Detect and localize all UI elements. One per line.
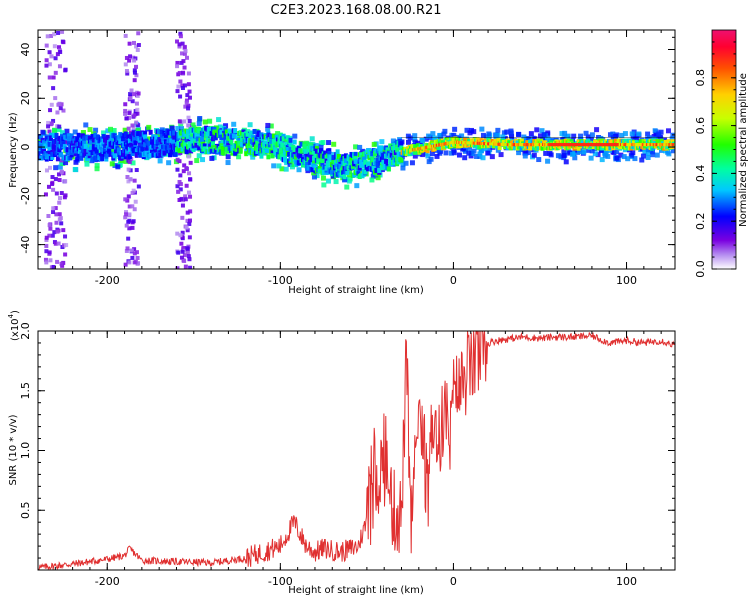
colorbar-tick-label: 0.0 [694,260,707,278]
colorbar-tick-label: 0.4 [694,165,707,183]
colorbar-tick-label: 0.6 [694,117,707,135]
spectrogram-ytick-label: -40 [19,236,32,254]
snr-xtick-label: 0 [450,575,457,588]
colorbar-tick-label: 0.2 [694,212,707,230]
spectrogram-xtick-label: 100 [616,274,637,287]
chart-title: C2E3.2023.168.08.00.R21 [270,3,441,18]
spectrogram-xtick-label: -200 [95,274,120,287]
snr-ytick-label: 1.5 [19,382,32,400]
spectrogram-xtick-label: -100 [268,274,293,287]
colorbar-tick-label: 0.8 [694,69,707,87]
snr-ytick-label: 1.0 [19,442,32,460]
spectrogram-xtick-label: 0 [450,274,457,287]
spectrogram-ytick-label: 20 [19,91,32,105]
colorbar-axes: 0.0 0.2 0.4 0.6 0.8 [694,29,737,278]
snr-xtick-label: 100 [616,575,637,588]
spectrogram-ylabel: Frequency (Hz) [8,112,19,188]
snr-ytick-label: 2.0 [19,322,32,340]
snr-axes: -200 -100 0 100 0.5 1.0 1.5 2.0 [19,322,676,588]
snr-xtick-label: -200 [95,575,120,588]
svg-text:(x104): (x104) [7,310,21,341]
spectrogram-heatmap [38,30,675,269]
spectrogram-ytick-label: 40 [19,43,32,57]
spectrogram-xlabel: Height of straight line (km) [288,285,424,296]
colorbar-gradient [712,30,736,269]
snr-series-line [38,331,675,570]
snr-xtick-label: -100 [268,575,293,588]
colorbar-label: Normalized spectral amplitude [738,73,749,227]
snr-panel: -200 -100 0 100 0.5 1.0 1.5 2.0 Height of strai… [7,310,676,596]
spectrogram-ytick-label: -20 [19,187,32,205]
spectrogram-ytick-label: 0 [19,144,32,151]
colorbar: 0.0 0.2 0.4 0.6 0.8 Normalized spectral ampl… [694,29,749,278]
snr-scale-close: ) [10,310,21,314]
snr-ytick-label: 0.5 [19,502,32,520]
snr-plot-area [38,331,675,570]
snr-scale-exponent: 4 [7,313,15,318]
snr-ylabel: SNR (10 * v/v) [8,414,19,485]
snr-scale-label: (x10 [10,318,21,341]
snr-xlabel: Height of straight line (km) [288,585,424,596]
spectrogram-frame [37,29,676,270]
